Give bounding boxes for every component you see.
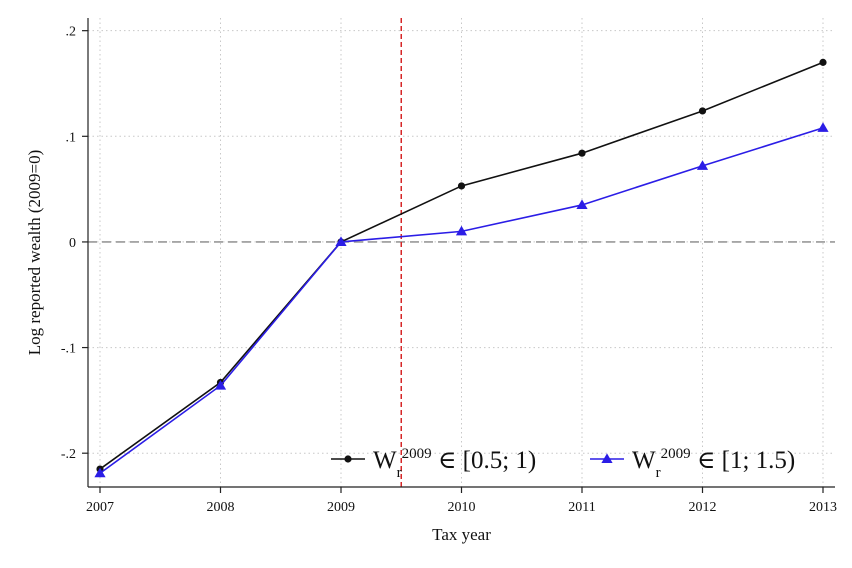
series-1-point xyxy=(819,58,827,66)
series-1-point xyxy=(457,182,466,190)
legend-entry-2: Wr2009 ∈ [1; 1.5) xyxy=(590,446,795,481)
series-2 xyxy=(94,122,829,478)
y-tick-label: .2 xyxy=(66,25,77,40)
axes: -.2 -.1 0 .1 .2 2007 2008 2009 2010 2011 2012 2013 xyxy=(61,18,837,515)
reference-lines xyxy=(88,18,835,487)
series-1-point xyxy=(578,149,586,157)
legend: Wr2009 ∈ [0.5; 1) Wr2009 ∈ [1; 1.5) xyxy=(331,446,795,481)
series-2-point xyxy=(455,225,468,236)
series-2-line xyxy=(99,127,824,474)
y-tick-label: 0 xyxy=(69,236,76,251)
x-tick-label: 2011 xyxy=(568,500,595,515)
series-1-point xyxy=(698,107,707,115)
series-2-point xyxy=(335,236,347,246)
y-tick-label: .1 xyxy=(66,130,77,145)
grid xyxy=(88,18,835,487)
series-2-point xyxy=(94,467,106,478)
x-axis-title: Tax year xyxy=(432,525,491,544)
series-2-point xyxy=(696,160,709,170)
x-tick-label: 2010 xyxy=(448,500,476,515)
x-tick-label: 2012 xyxy=(689,500,717,515)
series-2-point xyxy=(576,199,588,209)
x-tick-label: 2009 xyxy=(327,500,355,515)
x-tick-label: 2008 xyxy=(207,500,235,515)
series-2-point xyxy=(817,122,829,132)
legend-swatch-marker xyxy=(601,453,613,464)
legend-swatch-marker xyxy=(344,455,352,463)
x-tick-label: 2007 xyxy=(86,500,114,515)
legend-entry-1: Wr2009 ∈ [0.5; 1) xyxy=(331,446,536,481)
x-tick-label: 2013 xyxy=(809,500,837,515)
y-tick-label: -.1 xyxy=(61,342,76,357)
y-axis-title: Log reported wealth (2009=0) xyxy=(25,150,44,356)
y-tick-label: -.2 xyxy=(61,447,76,462)
series-layer xyxy=(94,58,829,478)
legend-label: Wr2009 ∈ [1; 1.5) xyxy=(632,446,795,481)
legend-label: Wr2009 ∈ [0.5; 1) xyxy=(373,446,536,481)
series-2-point xyxy=(214,379,227,390)
